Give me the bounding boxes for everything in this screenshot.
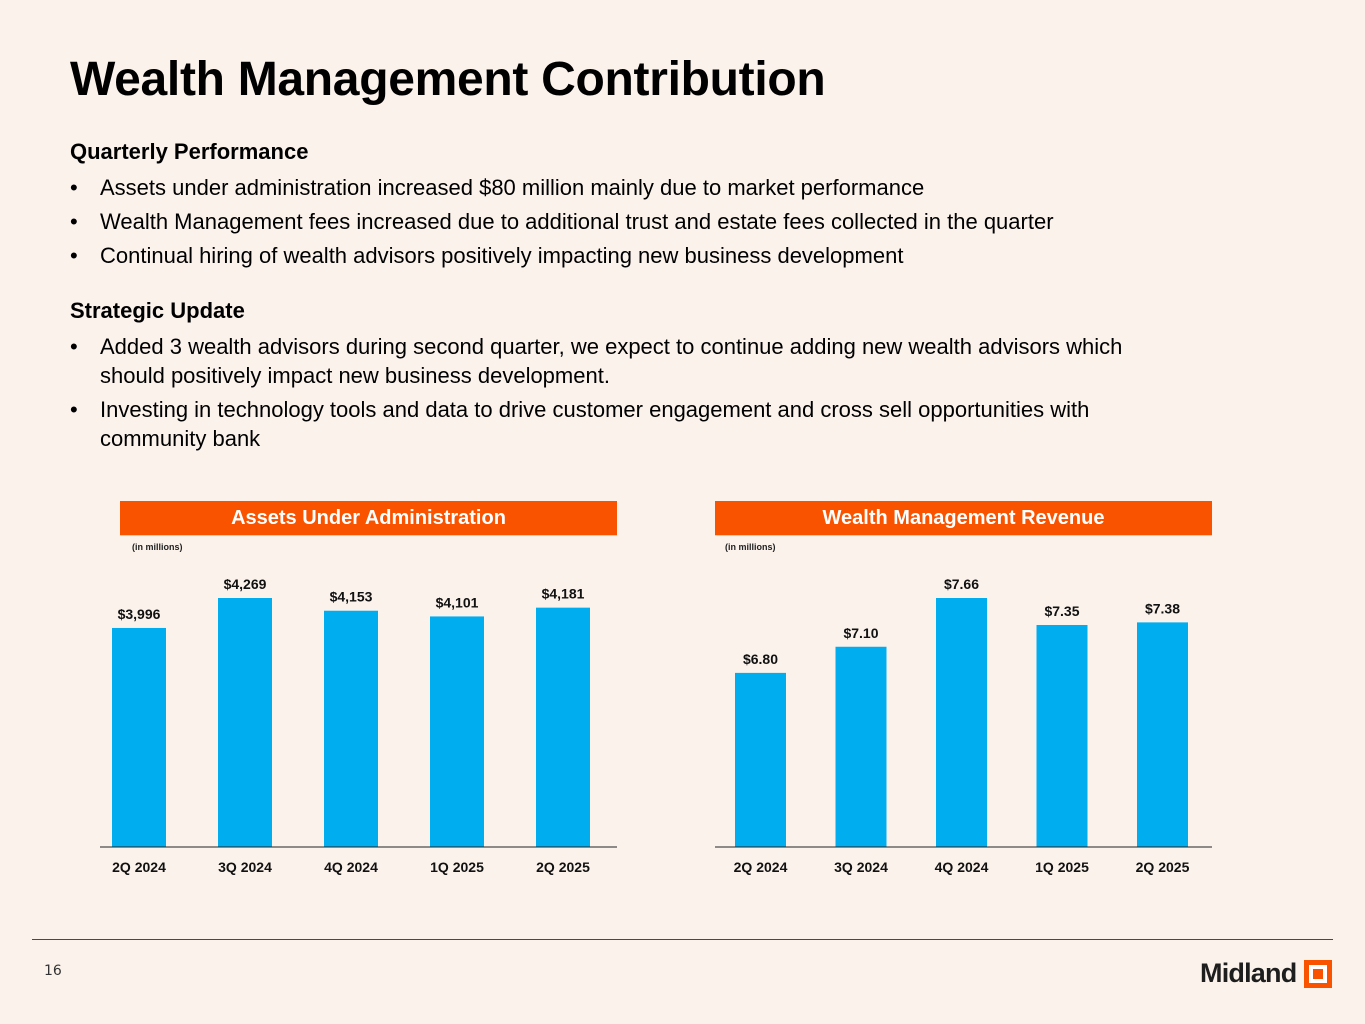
assets-under-administration-chart: Assets Under Administration (in millions… — [100, 501, 617, 891]
x-tick-label: 4Q 2024 — [324, 859, 378, 875]
midland-logo: Midland — [1200, 958, 1333, 989]
strategic-update-section: Strategic Update • Added 3 wealth advisor… — [70, 298, 1180, 458]
list-item: • Wealth Management fees increased due to… — [70, 209, 1054, 234]
list-item: • Investing in technology tools and data … — [70, 397, 1090, 451]
bar — [112, 627, 166, 847]
data-label: $4,181 — [542, 586, 585, 602]
chart-units-label: (in millions) — [132, 542, 183, 552]
bar — [218, 598, 272, 847]
data-label: $7.35 — [1044, 603, 1079, 619]
bullet-icon: • — [70, 209, 78, 234]
logo-square-icon — [1304, 959, 1333, 988]
logo-wordmark: Midland — [1200, 958, 1297, 988]
x-tick-label: 2Q 2024 — [734, 859, 788, 875]
bar — [936, 598, 987, 847]
bar — [324, 610, 378, 847]
x-tick-label: 1Q 2025 — [1035, 859, 1089, 875]
data-label: $3,996 — [118, 606, 161, 622]
x-tick-label: 2Q 2025 — [536, 859, 590, 875]
section-heading: Quarterly Performance — [70, 139, 309, 164]
data-label: $4,153 — [330, 589, 373, 605]
quarterly-performance-section: Quarterly Performance • Assets under admi… — [70, 139, 1190, 275]
bar — [536, 607, 590, 847]
x-tick-label: 4Q 2024 — [935, 859, 989, 875]
chart-title: Assets Under Administration — [120, 501, 617, 535]
data-label: $4,101 — [436, 594, 479, 610]
chart-plot: $3,996 2Q 2024 $4,269 3Q 2024 $4,153 4Q 2024 $… — [100, 576, 617, 875]
chart-title: Wealth Management Revenue — [715, 501, 1212, 535]
bar — [1036, 624, 1088, 847]
list-item: • Continual hiring of wealth advisors pos… — [70, 243, 904, 268]
data-label: $7.10 — [843, 625, 878, 641]
x-tick-label: 3Q 2024 — [218, 859, 272, 875]
page-number: 16 — [44, 963, 62, 979]
bullet-icon: • — [70, 243, 78, 268]
x-tick-label: 3Q 2024 — [834, 859, 888, 875]
footer-divider — [32, 939, 1333, 940]
list-item: • Added 3 wealth advisors during second q… — [70, 334, 1123, 388]
bullet-icon: • — [70, 175, 78, 200]
chart-plot: $6.80 2Q 2024 $7.10 3Q 2024 $7.66 4Q 2024 $7.3… — [715, 576, 1212, 875]
data-label: $7.66 — [944, 576, 979, 592]
bar — [430, 616, 484, 847]
bar — [735, 672, 786, 847]
x-tick-label: 1Q 2025 — [430, 859, 484, 875]
list-item: • Assets under administration increased $… — [70, 175, 925, 200]
data-label: $4,269 — [224, 576, 267, 592]
section-heading: Strategic Update — [70, 298, 245, 323]
chart-units-label: (in millions) — [725, 542, 776, 552]
bullet-icon: • — [70, 397, 78, 422]
x-tick-label: 2Q 2024 — [112, 859, 166, 875]
data-label: $6.80 — [743, 651, 778, 667]
bullet-icon: • — [70, 334, 78, 359]
x-tick-label: 2Q 2025 — [1136, 859, 1190, 875]
wealth-management-revenue-chart: Wealth Management Revenue (in millions) … — [715, 501, 1212, 891]
bar — [835, 646, 887, 847]
bar — [1137, 622, 1188, 847]
data-label: $7.38 — [1145, 600, 1180, 616]
page-title: Wealth Management Contribution — [70, 53, 826, 106]
